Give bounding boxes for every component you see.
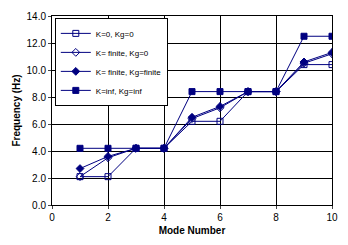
- svg-text:Mode Number: Mode Number: [159, 225, 226, 236]
- svg-text:2.0: 2.0: [32, 173, 46, 184]
- svg-text:0: 0: [49, 212, 55, 223]
- svg-text:6: 6: [217, 212, 223, 223]
- svg-text:K=inf, Kg=inf: K=inf, Kg=inf: [96, 87, 143, 96]
- svg-text:10.0: 10.0: [27, 65, 47, 76]
- svg-text:4.0: 4.0: [32, 146, 46, 157]
- svg-text:8: 8: [273, 212, 279, 223]
- svg-text:4: 4: [161, 212, 167, 223]
- svg-text:6.0: 6.0: [32, 119, 46, 130]
- svg-text:K= finite, Kg=0: K= finite, Kg=0: [96, 49, 149, 58]
- svg-text:0.0: 0.0: [32, 200, 46, 211]
- svg-text:Frequency (Hz): Frequency (Hz): [11, 74, 22, 146]
- svg-text:K=0, Kg=0: K=0, Kg=0: [96, 30, 134, 39]
- svg-text:10: 10: [326, 212, 338, 223]
- svg-text:8.0: 8.0: [32, 92, 46, 103]
- svg-text:2: 2: [105, 212, 111, 223]
- svg-text:12.0: 12.0: [27, 38, 47, 49]
- svg-text:K= finite, Kg=finite: K= finite, Kg=finite: [96, 68, 161, 77]
- svg-text:14.0: 14.0: [27, 11, 47, 22]
